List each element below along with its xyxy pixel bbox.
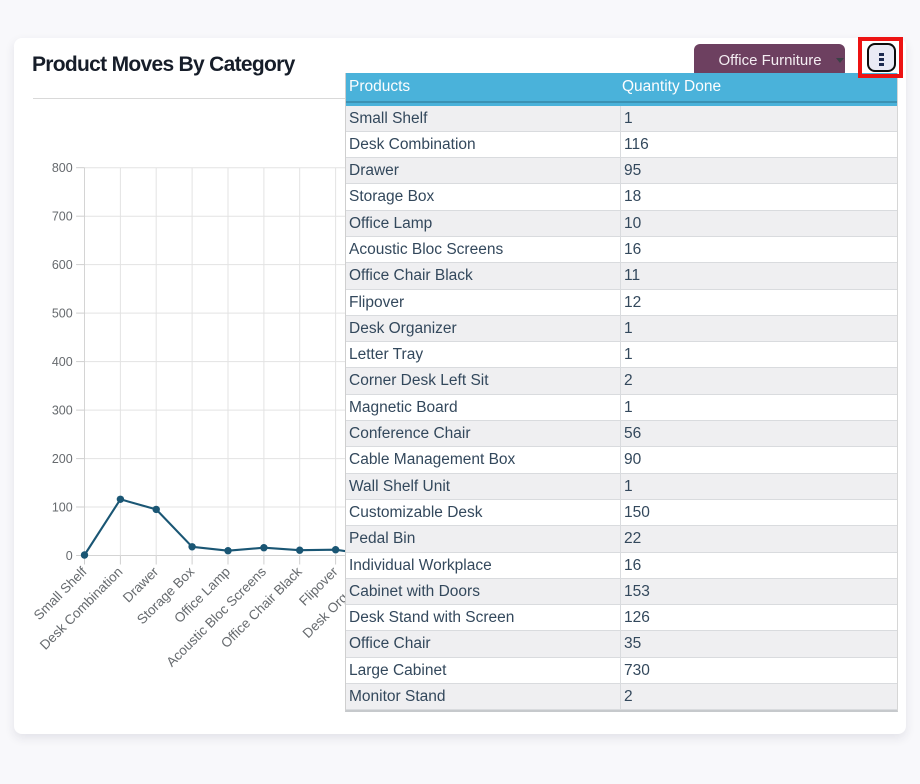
svg-text:0: 0 [66,549,73,563]
svg-text:100: 100 [52,500,73,514]
svg-text:200: 200 [52,452,73,466]
svg-text:800: 800 [52,161,73,175]
svg-text:400: 400 [52,355,73,369]
svg-text:500: 500 [52,307,73,321]
svg-text:300: 300 [52,404,73,418]
svg-text:700: 700 [52,210,73,224]
svg-text:600: 600 [52,258,73,272]
